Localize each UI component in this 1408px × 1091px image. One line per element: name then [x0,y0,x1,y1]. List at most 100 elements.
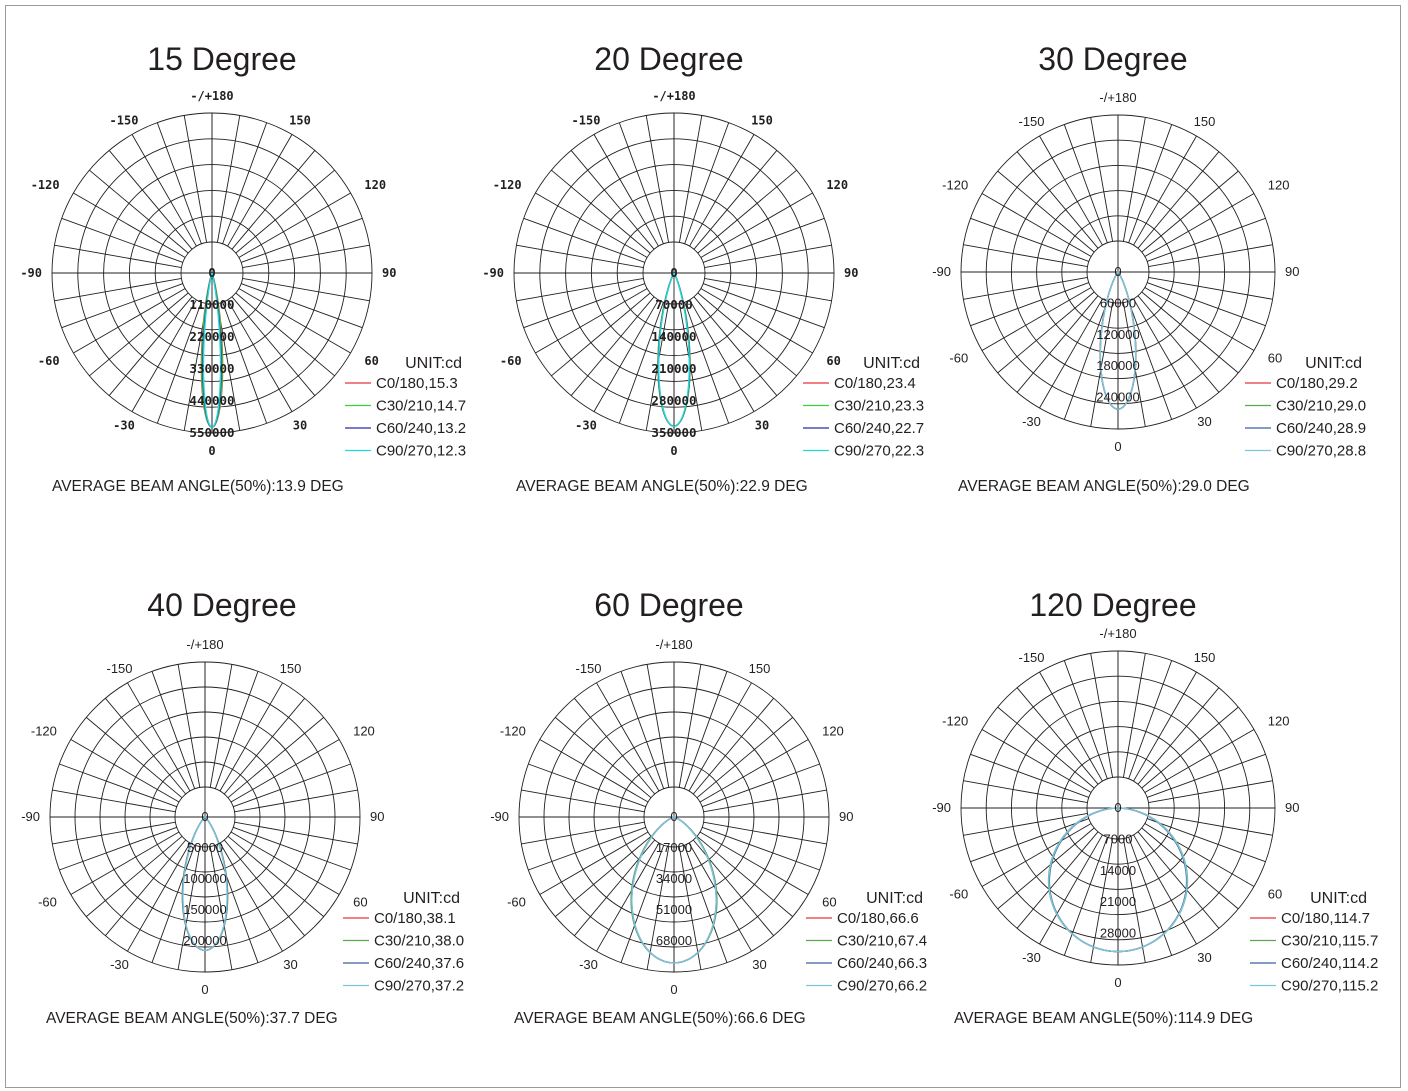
angle-tick-label: -90 [932,800,951,815]
grid-spoke [981,823,1092,887]
angle-tick-label: 0 [670,444,677,458]
grid-spoke [1137,687,1220,785]
intensity-curve-4 [182,816,228,952]
grid-spoke [1146,753,1266,798]
grid-spoke [1090,117,1114,242]
grid-spoke [596,682,660,792]
grid-spoke [523,217,646,263]
grid-spoke [1128,300,1173,420]
radial-tick-label: 240000 [1096,390,1139,405]
grid-spoke [678,115,703,243]
radial-tick-label: 440000 [189,393,234,408]
angle-tick-label: -60 [949,887,968,902]
chart-title: 60 Degree [594,587,743,623]
radial-tick-label: 14000 [1100,863,1136,878]
angle-tick-label: -60 [38,354,60,368]
angle-tick-label: -150 [575,661,601,676]
angle-tick-label: -120 [942,178,968,193]
intensity-curve-4 [1099,271,1137,410]
grid-spoke [1122,302,1146,427]
legend: UNIT:cd C0/180,66.6 C30/210,67.4 C60/240,66… [806,890,927,995]
grid-spoke [521,789,645,813]
legend-label: C90/270,37.2 [374,978,464,995]
grid-spoke [227,717,324,799]
chart-title: 120 Degree [1029,587,1196,623]
legend-label: C60/240,37.6 [374,955,464,972]
grid-spoke [73,288,186,354]
grid-spoke [52,789,176,813]
grid-spoke [222,122,268,245]
grid-spoke [970,818,1090,863]
radial-tick-label: 21000 [1100,894,1136,909]
radial-tick-label: 120000 [1096,327,1139,342]
grid-spoke [105,839,187,936]
grid-spoke [997,827,1095,910]
angle-tick-label: -30 [110,957,129,972]
legend-label: C30/210,29.0 [1276,398,1366,415]
radial-tick-label: 280000 [651,393,696,408]
angle-tick-label: -120 [942,714,968,729]
radial-tick-label: 200000 [183,933,226,948]
grid-spoke [702,283,825,329]
radial-tick-label: 330000 [189,361,234,376]
angle-tick-label: -150 [110,114,139,128]
radial-tick-label: 220000 [189,329,234,344]
grid-spoke [219,682,283,792]
angle-tick-label: 90 [370,809,384,824]
grid-spoke [688,682,752,792]
grid-spoke [233,763,351,808]
grid-spoke [692,839,774,936]
grid-spoke [231,150,316,250]
grid-spoke [1133,671,1197,782]
chart-title: 30 Degree [1038,41,1187,77]
grid-spoke [539,739,649,803]
grid-spoke [227,299,293,412]
angle-tick-label: 90 [839,809,853,824]
grid-spoke [693,150,778,250]
legend-label: C0/180,114.7 [1281,910,1370,927]
grid-spoke [70,831,180,895]
angle-tick-label: 0 [208,444,215,458]
grid-spoke [702,763,820,808]
grid-spoke [689,299,755,412]
radial-tick-label: 0 [1114,800,1121,815]
angle-tick-label: -30 [1022,950,1041,965]
grid-spoke [970,753,1090,798]
grid-spoke [697,169,797,254]
angle-tick-label: 60 [1268,887,1282,902]
grid-spoke [235,169,335,254]
grid-spoke [1039,135,1103,246]
figure-frame [5,5,1401,1088]
grid-spoke [981,287,1092,351]
unit-label: UNIT:cd [403,890,460,907]
grid-spoke [646,664,670,788]
grid-spoke [684,301,730,424]
grid-spoke [73,192,186,258]
legend-label: C0/180,29.2 [1276,375,1358,392]
grid-spoke [574,839,656,936]
grid-spoke [683,845,728,963]
legend-label: C0/180,23.4 [834,375,916,392]
radial-tick-label: 150000 [183,902,226,917]
grid-spoke [242,277,370,302]
average-beam-angle: AVERAGE BEAM ANGLE(50%):66.6 DEG [514,1010,806,1027]
grid-spoke [1063,300,1108,420]
average-beam-angle: AVERAGE BEAM ANGLE(50%):13.9 DEG [52,478,344,495]
unit-label: UNIT:cd [1310,890,1367,907]
grid-spoke [61,217,184,263]
angle-tick-label: -90 [490,809,509,824]
grid-spoke [52,821,176,845]
grid-spoke [86,835,183,917]
grid-spoke [222,301,268,424]
grid-spoke [535,192,648,258]
grid-spoke [1090,302,1114,427]
angle-tick-label: 150 [751,114,773,128]
angle-tick-label: -150 [1018,650,1044,665]
polar-chart-5: 60 Degree 0 17000 34000 51000 68000 -/+180 -150… [490,587,927,1027]
intensity-curve-4 [631,816,717,964]
grid-spoke [233,826,351,871]
grid-spoke [528,763,646,808]
legend: UNIT:cd C0/180,15.3 C30/210,14.7 C60/240,13… [345,355,466,460]
grid-spoke [240,217,363,263]
chart-title: 15 Degree [147,41,296,77]
